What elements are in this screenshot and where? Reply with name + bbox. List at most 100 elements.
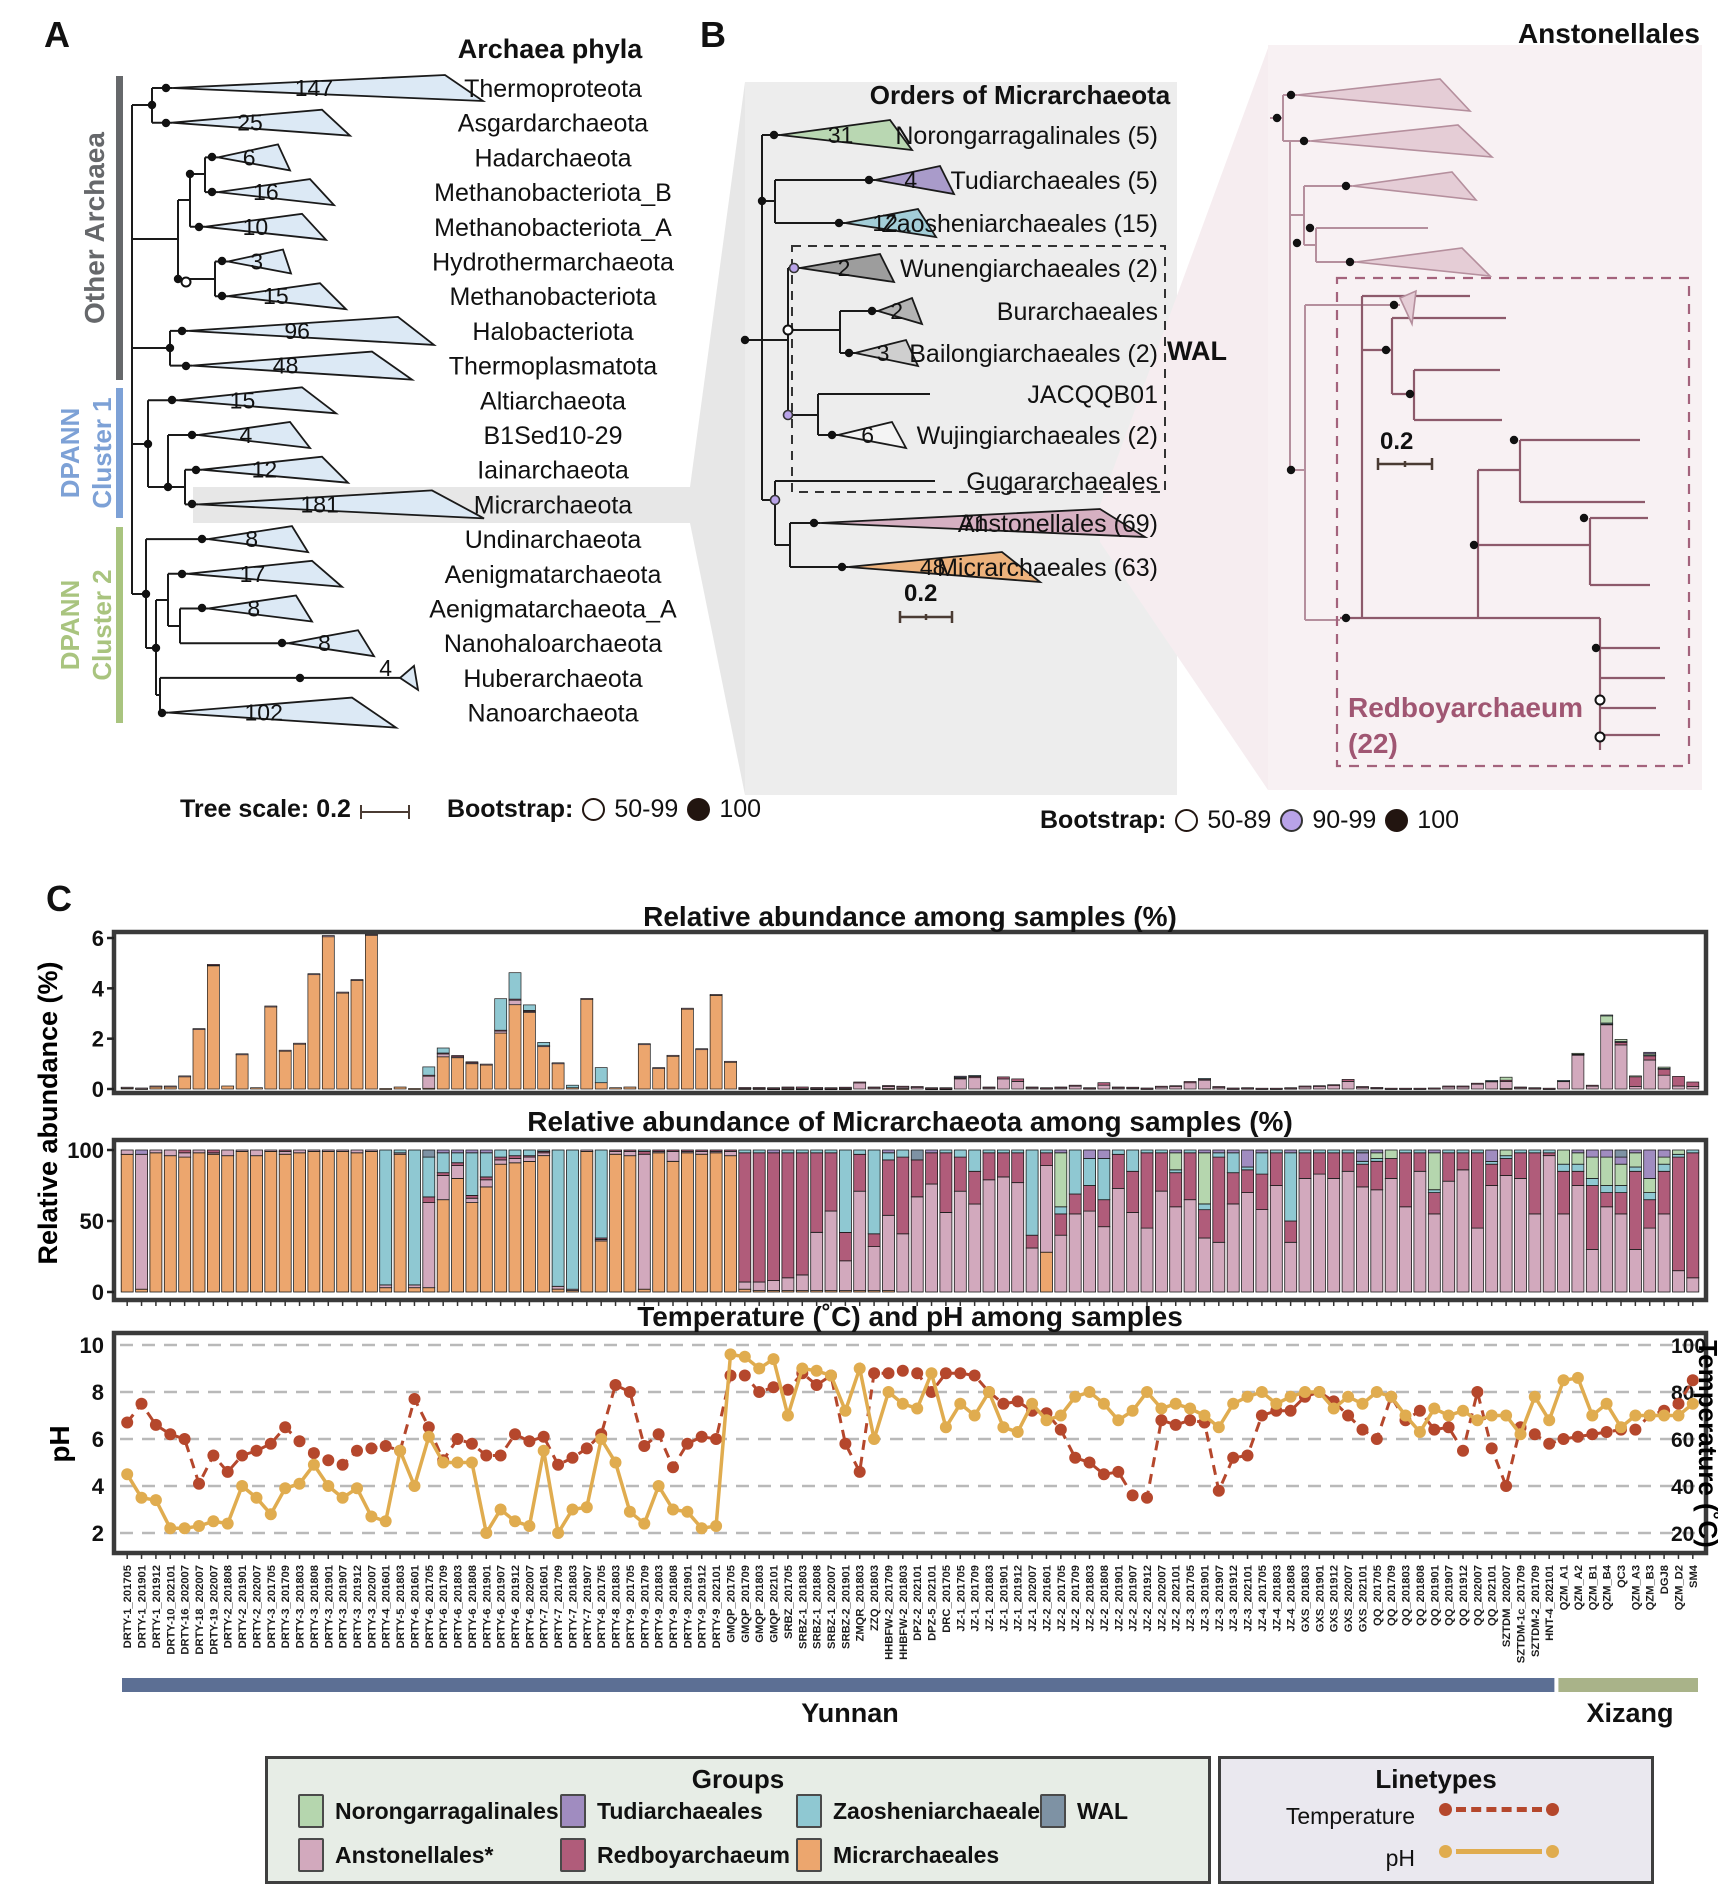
c3-marker-Temperature: [997, 1397, 1010, 1410]
anston-collapsed-clade: [1355, 247, 1493, 278]
c3-marker-Temperature: [537, 1430, 550, 1443]
c1-bar-DRTY-3_201901: [321, 936, 335, 1090]
c1-bar-QC3: [1614, 1042, 1628, 1046]
c3-marker-Temperature: [1543, 1437, 1556, 1450]
c2-bar-DRTY-3_201709: [278, 1153, 292, 1293]
c1-bar-JZ-1_201912: [1011, 1081, 1025, 1090]
x-axis-labels: DRTY-1_201705 DRTY-1_201901 DRTY-1_201912 D…: [122, 1564, 1700, 1663]
panel-c-label: C: [46, 878, 72, 919]
c3-marker-Temperature: [451, 1433, 464, 1445]
c3-marker-Temperature: [379, 1440, 392, 1452]
temperature-dot-icon: [1439, 1803, 1452, 1816]
c2-bar-DRTY-6_201803: [451, 1149, 465, 1154]
c2-bar-DRTY-9_201705: [623, 1151, 637, 1157]
c3-marker-pH: [1227, 1397, 1240, 1410]
clade-b-Anstonellales (69): [819, 508, 1149, 539]
x-label-GXS_202007: GXS_202007: [1343, 1565, 1355, 1632]
c1-bar-ZZQ_201803: [867, 1086, 881, 1089]
c2-bar-JZ-2_201808: [1097, 1226, 1111, 1293]
clade-a-count: 48: [273, 353, 299, 379]
c3-marker-Temperature: [149, 1418, 162, 1431]
c2-bar-HNT-4_202101: [1542, 1155, 1556, 1293]
c1-bar-JZ-2_201912: [1140, 1087, 1154, 1090]
c3-marker-pH: [394, 1444, 407, 1457]
c2-bar-ZZQ_201803: [867, 1246, 881, 1291]
c2-bar-DRTY-1_201901: [135, 1288, 149, 1293]
c3-marker-pH: [595, 1433, 608, 1445]
c2-bar-DPZ-2_202101: [910, 1159, 924, 1198]
c3-marker-pH: [207, 1515, 220, 1528]
c2-bar-JZ-3_201907: [1212, 1149, 1226, 1154]
c2-bar-QZM_D2: [1672, 1270, 1685, 1293]
x-label-JZ-4_201705: JZ-4_201705: [1257, 1565, 1269, 1632]
c1-bar-DRTY-6_201912: [508, 999, 522, 1006]
c3-ytick-ph: 10: [80, 1333, 104, 1358]
c3-marker-Temperature: [1686, 1374, 1699, 1387]
legend-label: Redboyarchaeum: [597, 1841, 791, 1868]
tree-scale-a-glyph: [359, 804, 410, 819]
y-axis-label-temperature: Temperature (˚C): [1693, 1340, 1718, 1548]
c2-bar-JZ-2_201808: [1097, 1199, 1111, 1228]
c3-marker-pH: [1586, 1409, 1599, 1422]
node-purple-circle: [788, 262, 800, 274]
c2-bar-HHBFW-2_201803: [896, 1233, 910, 1293]
c3-ytick-ph: 2: [92, 1521, 104, 1546]
c3-marker-pH: [983, 1386, 995, 1398]
clade-b-label: Micrarchaeales (63): [937, 554, 1158, 582]
bootstrap-b-mid-range: 90-99: [1312, 806, 1377, 834]
c3-marker-pH: [1327, 1402, 1340, 1415]
c1-bar-DRTY-6_201808: [465, 1062, 479, 1090]
node-dot: [834, 218, 844, 228]
c2-bar-JZ-3_201901: [1198, 1149, 1211, 1154]
c2-bar-JZ-2_201912: [1140, 1152, 1154, 1229]
c2-bar-DRTY-6_201901: [479, 1152, 493, 1178]
c2-bar-JZ-3_201912: [1226, 1172, 1240, 1205]
c2-bar-JZ-3_201912: [1226, 1152, 1240, 1174]
region-bars: [122, 1678, 1698, 1692]
c1-bar-QZM_A2: [1571, 1054, 1585, 1090]
x-label-DRTY-9_201709: DRTY-9_201709: [639, 1565, 651, 1648]
x-label-GXS_201912: GXS_201912: [1329, 1565, 1341, 1632]
c2-bar-DRTY-6_201709: [436, 1152, 450, 1174]
c2-bar-DRTY-7_201601: [537, 1152, 551, 1157]
c2-bar-QZM_B1: [1585, 1156, 1599, 1179]
clade-a-Huberarchaeota: [398, 664, 420, 692]
x-label-DPZ-5_202101: DPZ-5_202101: [927, 1565, 939, 1641]
c3-marker-Temperature: [1212, 1484, 1225, 1497]
c3-marker-pH: [1643, 1409, 1656, 1422]
c2-bar-GMQP_201705: [724, 1149, 737, 1152]
chart1-bars: [120, 934, 1700, 1091]
c2-bar-JZ-1_201803: [982, 1179, 996, 1293]
c3-marker-Temperature: [1112, 1465, 1125, 1478]
c3-marker-pH: [997, 1421, 1010, 1434]
c3-marker-pH: [1356, 1397, 1369, 1410]
c1-bar-JZ-3_201901: [1198, 1078, 1211, 1080]
c3-marker-pH: [1428, 1402, 1441, 1415]
c2-bar-DPZ-5_202101: [925, 1149, 938, 1154]
c3-marker-Temperature: [1442, 1421, 1455, 1434]
x-label-GXS_201803: GXS_201803: [1300, 1565, 1312, 1632]
c2-bar-QQ_201901: [1427, 1189, 1441, 1194]
c3-marker-pH: [1514, 1428, 1527, 1441]
linetypes-legend-title: Linetypes: [1375, 1764, 1497, 1794]
c2-bar-DRTY-7_201803: [566, 1149, 579, 1290]
c3-marker-pH: [1141, 1386, 1153, 1398]
c3-marker-Temperature: [1571, 1430, 1584, 1443]
c3-marker-pH: [968, 1409, 981, 1422]
x-label-DRTY-9_201705: DRTY-9_201705: [625, 1565, 637, 1648]
x-label-DRTY-10_202101: DRTY-10_202101: [165, 1565, 177, 1655]
c2-bar-GXS_201912: [1327, 1152, 1341, 1179]
c3-marker-pH: [638, 1517, 651, 1530]
x-label-DRTY-7_201803: DRTY-7_201803: [567, 1565, 579, 1648]
x-label-DRC_201705: DRC_201705: [941, 1565, 953, 1633]
c2-bar-JZ-1_201803: [982, 1152, 996, 1181]
node-dot: [185, 169, 195, 179]
c2-bar-GXS_202101: [1356, 1161, 1369, 1165]
c2-bar-QZM_B1: [1585, 1149, 1599, 1158]
c3-marker-Temperature: [1126, 1489, 1139, 1502]
c3-marker-Temperature: [422, 1421, 435, 1434]
x-label-JZ-4_201803: JZ-4_201803: [1271, 1565, 1283, 1632]
c2-bar-DRTY-3_201705: [264, 1149, 278, 1152]
node-dot: [837, 562, 847, 572]
x-label-JZ-2_202007: JZ-2_202007: [1156, 1565, 1168, 1632]
